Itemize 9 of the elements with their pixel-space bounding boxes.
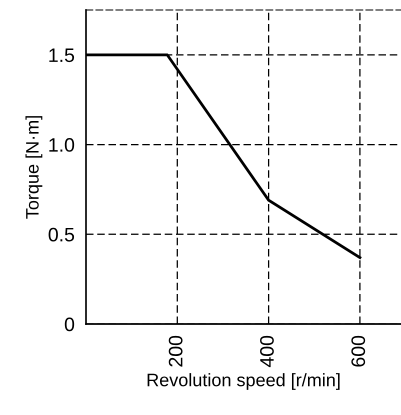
x-axis-title: Revolution speed [r/min] — [148, 373, 340, 390]
y-tick-label: 1.0 — [49, 138, 74, 152]
x-tick-label: 600 — [351, 336, 366, 367]
x-tick-label: 200 — [168, 336, 183, 367]
x-tick-label: 400 — [260, 336, 274, 368]
y-tick-label: 1.5 — [49, 48, 74, 62]
y-tick-label: 0.5 — [48, 228, 74, 242]
y-tick-label: 0 — [64, 317, 74, 332]
y-axis-title: Torque [N·m] — [25, 116, 42, 219]
